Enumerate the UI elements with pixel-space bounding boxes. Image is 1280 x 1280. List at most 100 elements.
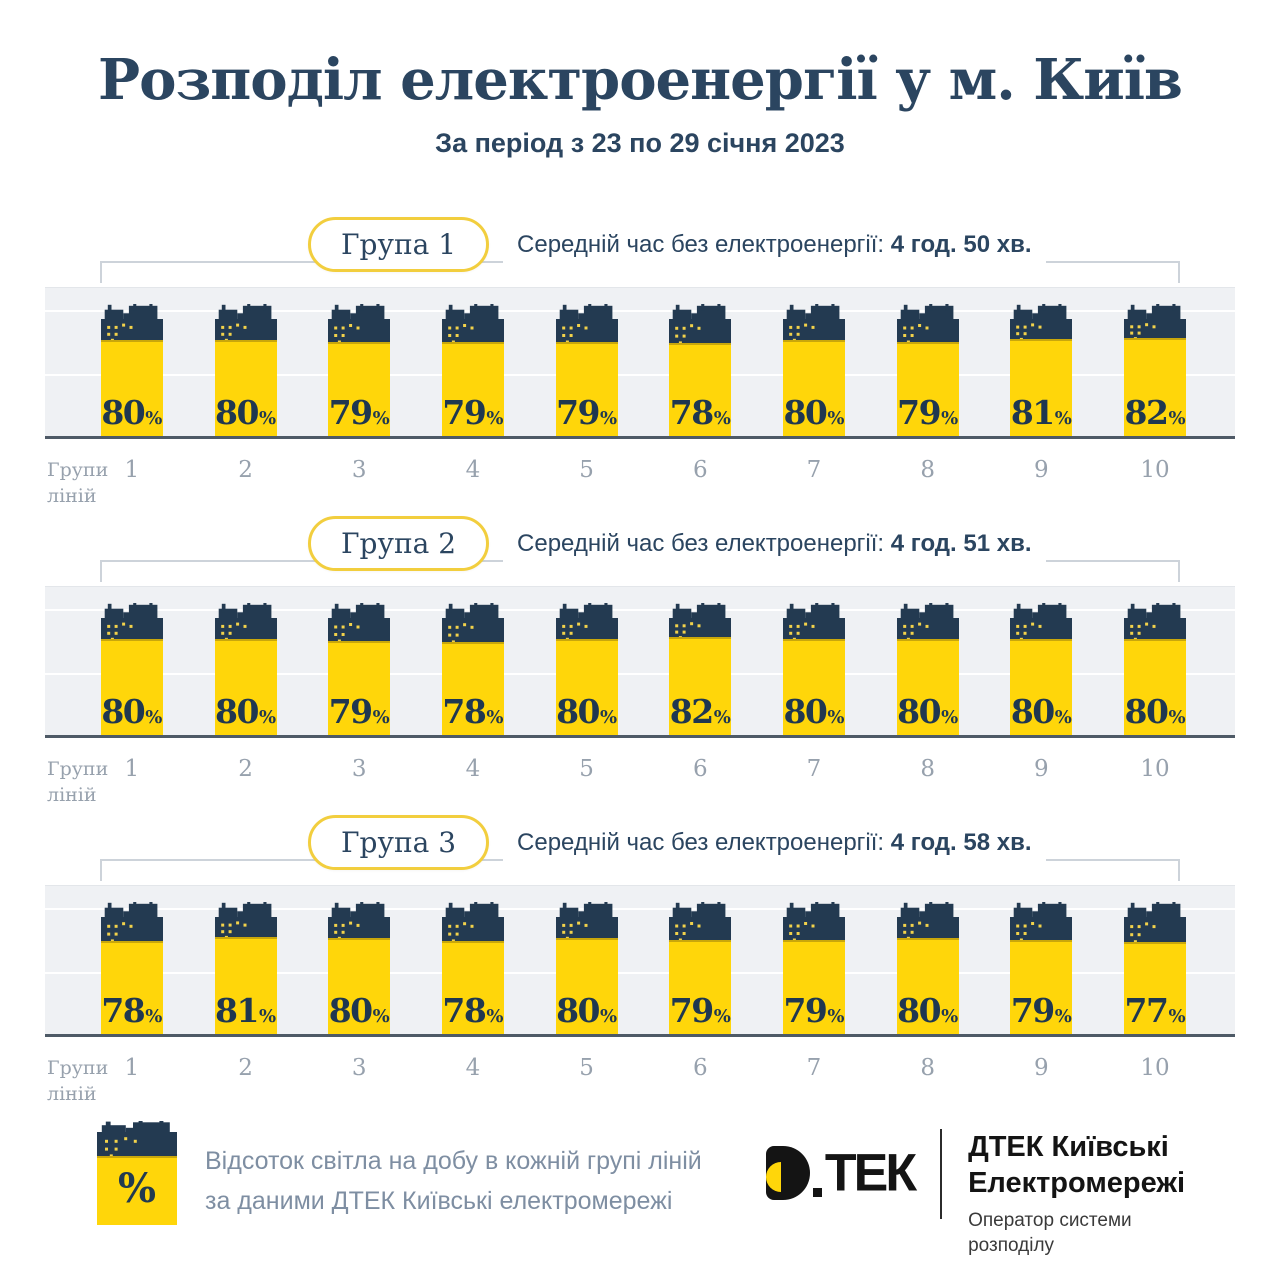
dtek-letters: ТЕК — [824, 1143, 917, 1203]
battery-icon — [1010, 304, 1073, 436]
bar-value-number: 80 — [328, 991, 373, 1030]
page-title: Розподіл електроенергії у м. Київ — [98, 47, 1183, 113]
gridline — [45, 971, 1235, 974]
battery-bar: 80% — [326, 902, 392, 1034]
bar-value-number: 80 — [897, 991, 941, 1030]
bar-value-label: 79% — [326, 692, 392, 731]
gridline — [45, 672, 1235, 675]
bar-value-percent: % — [941, 1006, 959, 1027]
x-axis-tick: 8 — [920, 756, 935, 782]
x-axis-group-label-line2: ліній — [47, 784, 97, 806]
group-average-text: Середній час без електроенергії: 4 год. … — [503, 822, 1046, 863]
x-axis-group-label-line1: Групи — [47, 459, 109, 481]
chart-sections: Група 1 Середній час без електроенергії:… — [0, 217, 1280, 1107]
bar-value-label: 80% — [895, 991, 961, 1030]
bar-value-percent: % — [145, 707, 163, 728]
battery-icon — [100, 902, 163, 1034]
battery-icon — [669, 304, 732, 436]
bar-value-label: 80% — [326, 991, 392, 1030]
battery-icon — [441, 603, 504, 735]
bar-value-number: 82 — [1124, 393, 1169, 432]
battery-icon — [782, 304, 845, 436]
bar-value-percent: % — [1054, 707, 1072, 728]
bar-value-number: 80 — [101, 692, 145, 731]
battery-icon — [100, 304, 163, 436]
bar-value-percent: % — [1168, 707, 1186, 728]
bar-value-label: 80% — [1122, 692, 1188, 731]
bar-value-label: 80% — [99, 692, 165, 731]
chart-band: 80% 80% 79% 78% 80% 82% 80% 80% 80% 80% — [45, 586, 1235, 738]
bar-value-percent: % — [145, 1006, 163, 1027]
bar-value-percent: % — [713, 1006, 731, 1027]
bar-value-label: 80% — [554, 692, 620, 731]
bar-value-number: 78 — [669, 393, 714, 432]
x-axis-tick: 8 — [920, 1055, 935, 1081]
bar-value-number: 79 — [328, 692, 373, 731]
bar-value-label: 80% — [781, 692, 847, 731]
battery-icon — [328, 304, 391, 436]
battery-icon — [1010, 902, 1073, 1034]
bar-value-label: 80% — [99, 393, 165, 432]
bar-value-label: 79% — [326, 393, 392, 432]
bar-value-percent: % — [372, 1006, 390, 1027]
dtek-yellow-halfdisc-icon — [765, 1162, 781, 1192]
dtek-dot-icon — [812, 1188, 822, 1197]
percent-symbol: % — [117, 1165, 156, 1212]
battery-bar: 79% — [326, 603, 392, 735]
group-average-text: Середній час без електроенергії: 4 год. … — [503, 523, 1046, 564]
x-axis-tick: 10 — [1140, 1055, 1170, 1081]
x-axis-tick: 3 — [351, 457, 367, 483]
bars-row: 80% 80% 79% 79% 79% 78% 80% 79% 81% 82% — [45, 288, 1235, 436]
battery-bar: 80% — [213, 603, 279, 735]
x-axis-ticks: 1 2 3 4 5 6 7 8 9 10 — [45, 748, 1235, 782]
x-axis-tick: 4 — [465, 756, 481, 782]
x-axis-tick: 1 — [124, 756, 140, 782]
x-axis-tick: 9 — [1034, 1055, 1049, 1081]
bar-value-percent: % — [1054, 408, 1072, 429]
bar-value-percent: % — [600, 1006, 618, 1027]
bar-value-number: 80 — [783, 692, 827, 731]
bar-value-percent: % — [941, 408, 959, 429]
bar-value-number: 81 — [215, 991, 259, 1030]
battery-icon — [782, 603, 845, 735]
bracket-drop-right — [1178, 860, 1180, 881]
bracket-drop-left — [100, 561, 102, 582]
bars-row: 78% 81% 80% 78% 80% 79% 79% 80% 79% 77% — [45, 886, 1235, 1034]
battery-icon — [669, 902, 732, 1034]
bar-value-percent: % — [372, 408, 390, 429]
bar-value-number: 79 — [328, 393, 373, 432]
x-axis-tick: 10 — [1140, 756, 1170, 782]
x-axis-tick: 9 — [1034, 756, 1049, 782]
bar-value-number: 80 — [215, 393, 259, 432]
avg-value: 4 год. 51 хв. — [890, 529, 1032, 557]
avg-value: 4 год. 50 хв. — [890, 230, 1032, 258]
x-axis-tick: 5 — [579, 457, 594, 483]
x-axis-tick: 2 — [238, 1055, 253, 1081]
group-label: Група 1 — [341, 228, 457, 261]
bar-value-number: 82 — [669, 692, 714, 731]
x-axis-tick: 4 — [465, 457, 481, 483]
battery-icon — [100, 603, 163, 735]
group-section: Група 3 Середній час без електроенергії:… — [0, 815, 1280, 1107]
battery-icon — [896, 603, 959, 735]
x-axis-group-label: Групи ліній — [47, 1055, 108, 1107]
x-axis-tick: 7 — [806, 756, 822, 782]
x-axis-tick: 6 — [692, 756, 708, 782]
bar-value-label: 80% — [895, 692, 961, 731]
bar-value-label: 79% — [895, 393, 961, 432]
battery-bar: 79% — [554, 304, 620, 436]
bar-value-number: 77 — [1124, 991, 1169, 1030]
battery-bar: 80% — [213, 304, 279, 436]
legend-line-1: Відсоток світла на добу в кожній групі л… — [205, 1147, 702, 1175]
battery-bar: 79% — [1008, 902, 1074, 1034]
x-axis-tick: 9 — [1034, 457, 1049, 483]
gridline — [45, 310, 1235, 313]
x-axis-ticks: 1 2 3 4 5 6 7 8 9 10 — [45, 449, 1235, 483]
bar-value-label: 80% — [1008, 692, 1074, 731]
x-axis-labels: Групи ліній 1 2 3 4 5 6 7 8 9 10 — [45, 1047, 1235, 1107]
bar-value-label: 78% — [667, 393, 733, 432]
bar-value-label: 78% — [440, 991, 506, 1030]
bar-value-label: 79% — [1008, 991, 1074, 1030]
bar-value-percent: % — [827, 1006, 845, 1027]
battery-icon — [555, 603, 618, 735]
